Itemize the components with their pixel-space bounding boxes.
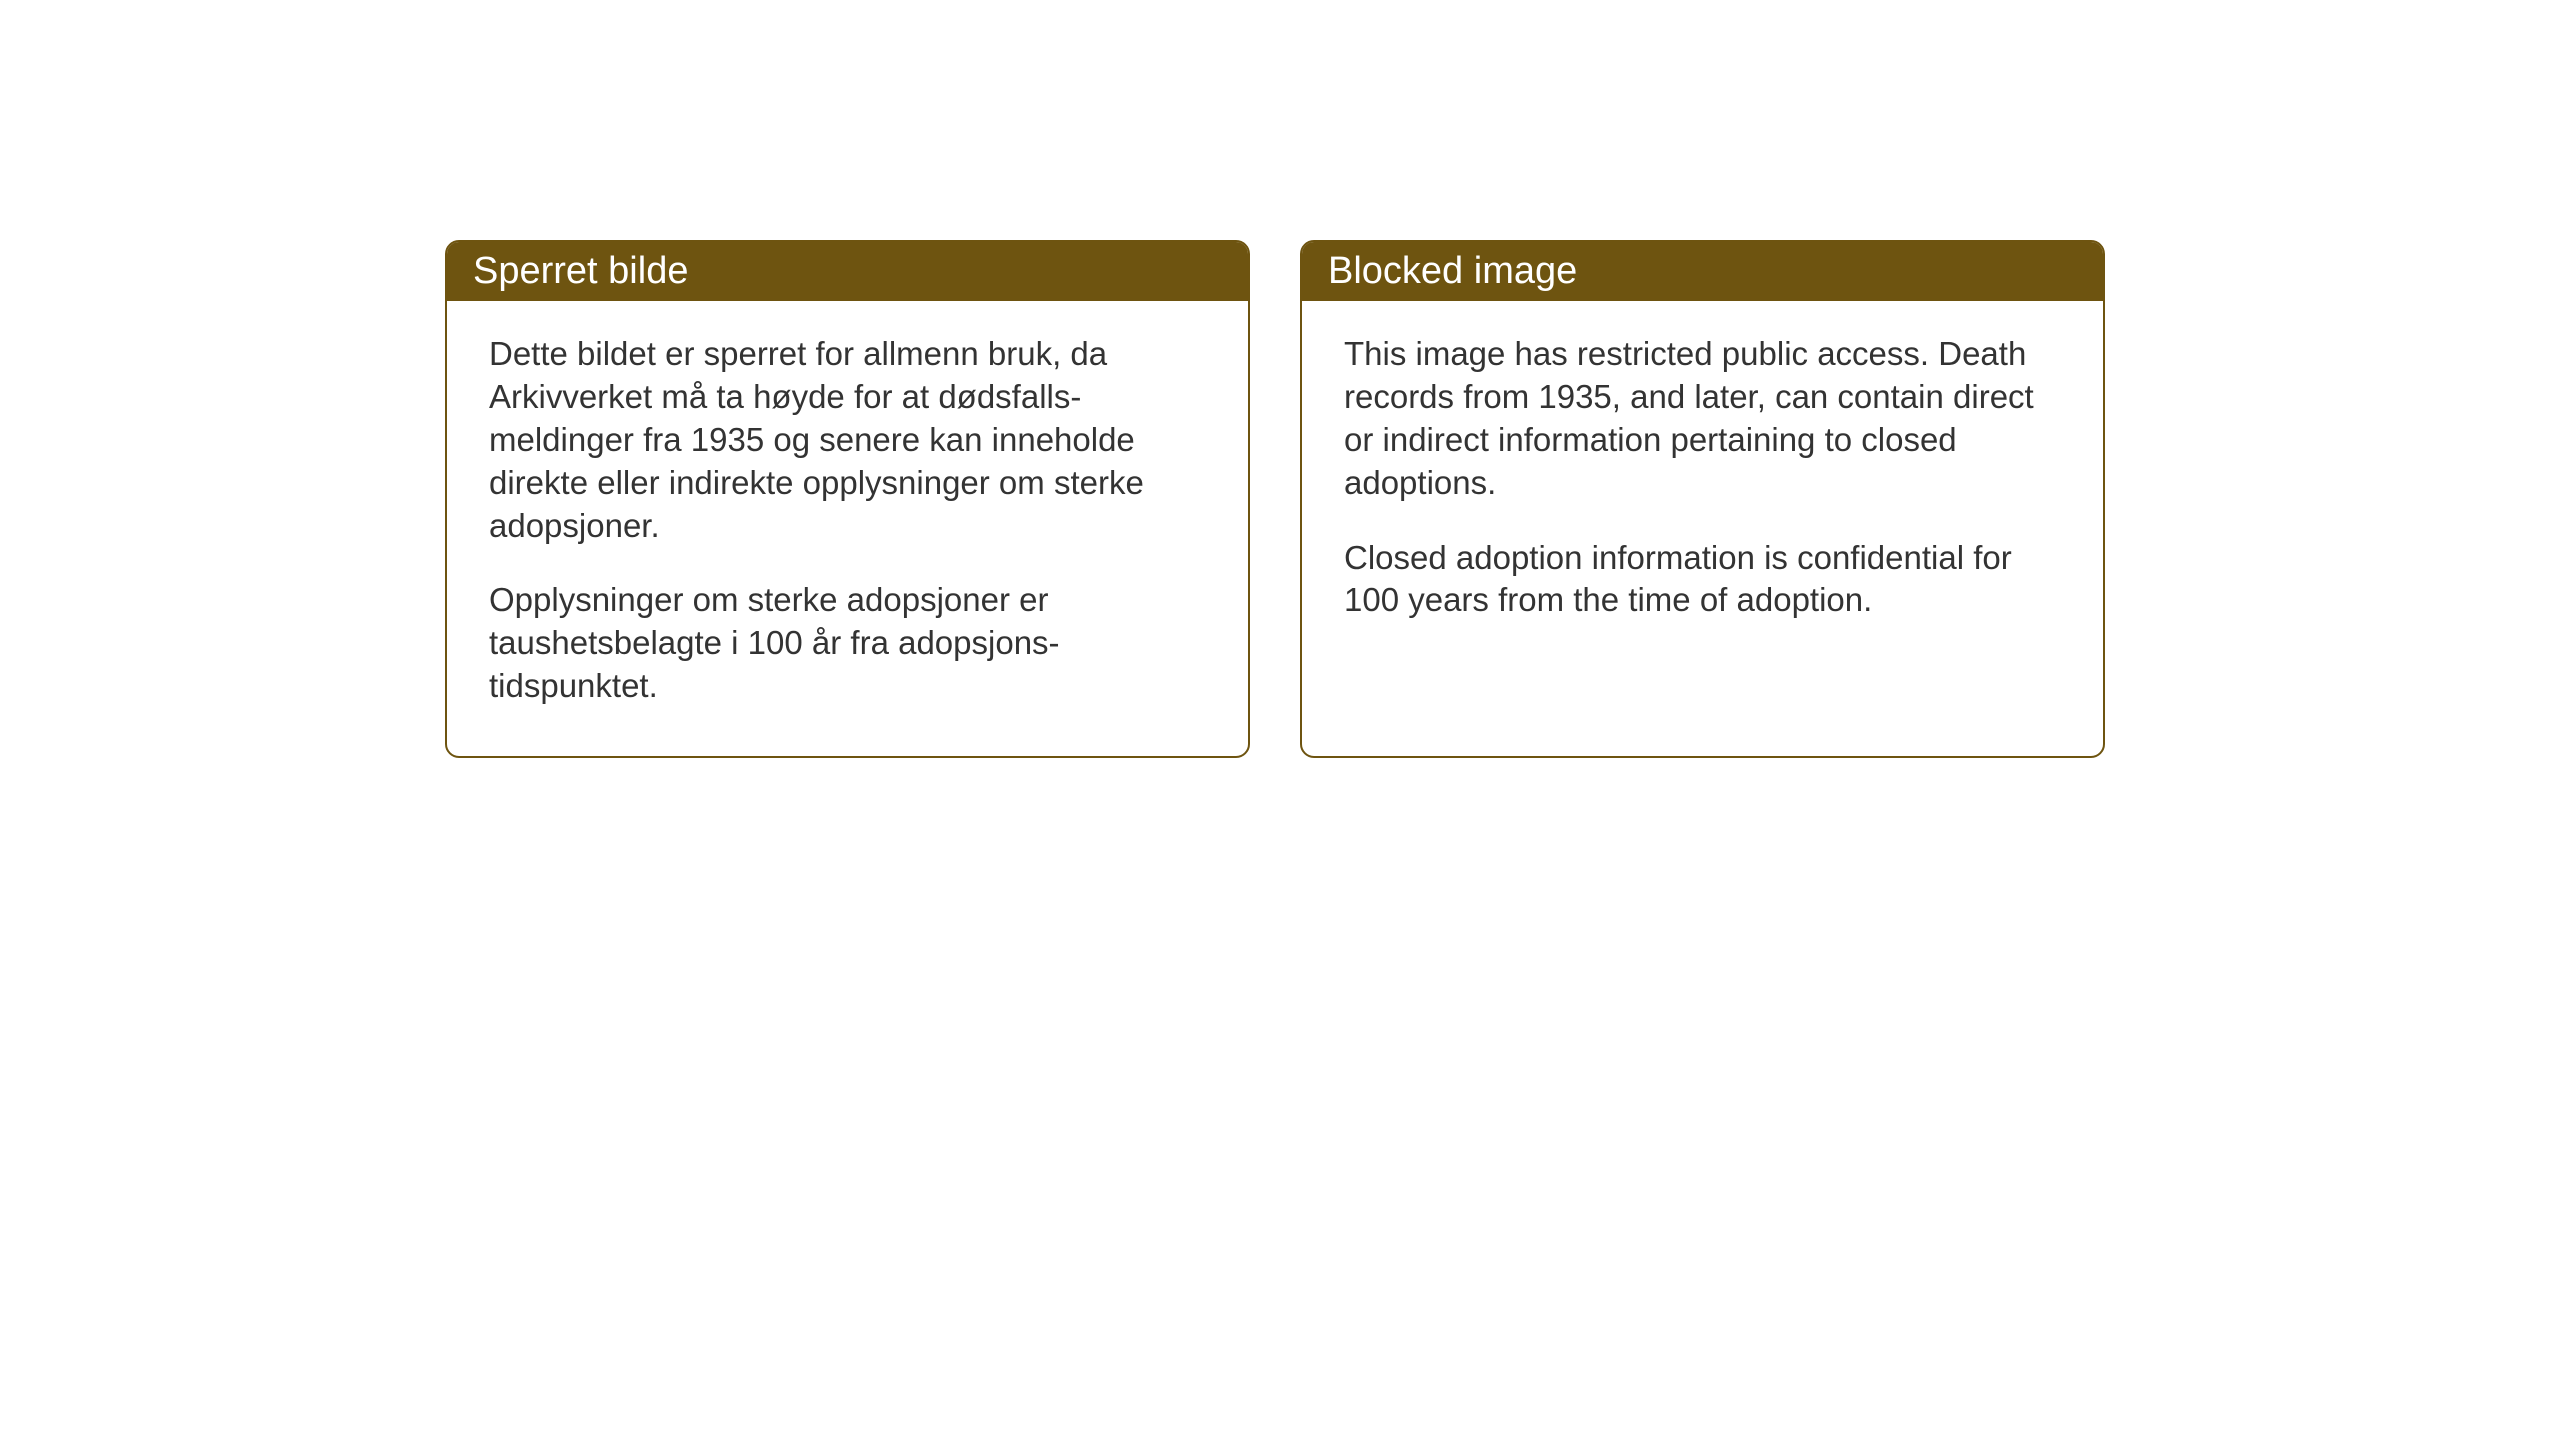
card-body-english: This image has restricted public access.… [1302,301,2103,670]
card-paragraph-english-1: This image has restricted public access.… [1344,333,2061,505]
card-title-norwegian: Sperret bilde [473,250,688,292]
card-body-norwegian: Dette bildet er sperret for allmenn bruk… [447,301,1248,756]
card-title-english: Blocked image [1328,250,1577,292]
card-paragraph-norwegian-2: Opplysninger om sterke adopsjoner er tau… [489,579,1206,708]
card-header-english: Blocked image [1302,242,2103,301]
card-paragraph-norwegian-1: Dette bildet er sperret for allmenn bruk… [489,333,1206,547]
notice-container: Sperret bilde Dette bildet er sperret fo… [445,240,2105,758]
card-paragraph-english-2: Closed adoption information is confident… [1344,537,2061,623]
notice-card-norwegian: Sperret bilde Dette bildet er sperret fo… [445,240,1250,758]
notice-card-english: Blocked image This image has restricted … [1300,240,2105,758]
card-header-norwegian: Sperret bilde [447,242,1248,301]
